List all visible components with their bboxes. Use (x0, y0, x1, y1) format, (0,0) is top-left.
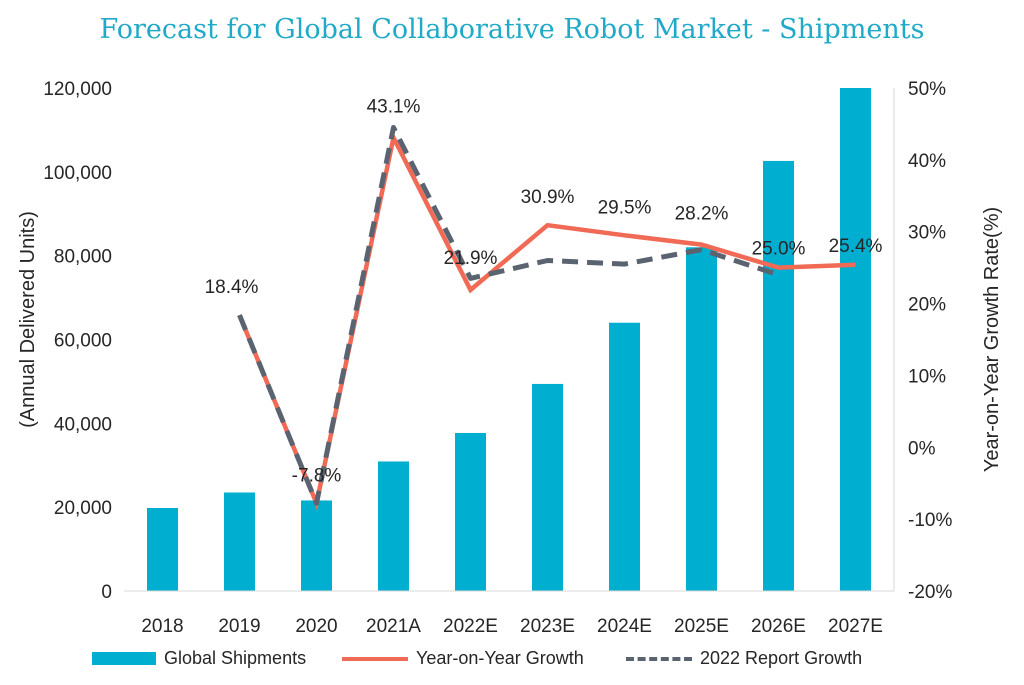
legend: Global Shipments Year-on-Year Growth 202… (0, 648, 1024, 674)
y2-tick-label: 30% (908, 223, 946, 244)
legend-item-global-shipments: Global Shipments (92, 648, 306, 669)
y2-tick-label: 20% (908, 295, 946, 316)
x-tick-label: 2023E (520, 616, 575, 637)
x-tick-label: 2027E (828, 616, 883, 637)
y2-tick-label: 40% (908, 151, 946, 172)
legend-item-2022-report-growth: 2022 Report Growth (626, 648, 862, 669)
x-tick-label: 2019 (218, 616, 260, 637)
bar-2021A (378, 461, 409, 591)
bar-2025E (686, 247, 717, 591)
chart-plot: 0 20,000 40,000 60,000 80,000 100,000 120,000 -… (0, 0, 1024, 685)
y2-tick-label: 50% (908, 79, 946, 100)
y-tick-label: 100,000 (43, 163, 112, 184)
legend-item-yoy-growth: Year-on-Year Growth (342, 648, 584, 669)
y2-tick-label: 0% (908, 438, 936, 459)
y-tick-label: 0 (101, 582, 112, 603)
y-axis-right-title: Year-on-Year Growth Rate(%) (981, 207, 1004, 472)
data-label-yoy: 28.2% (675, 204, 729, 225)
y-axis-left-title: (Annual Delivered Units) (16, 211, 39, 428)
data-label-yoy: -7.8% (292, 465, 342, 486)
y2-tick-label: 10% (908, 366, 946, 387)
data-label-yoy: 25.0% (752, 239, 806, 260)
legend-swatch-line-dashed (626, 657, 692, 661)
y2-tick-label: -10% (908, 510, 952, 531)
x-tick-label: 2021A (366, 616, 421, 637)
legend-swatch-bar (92, 652, 156, 665)
data-label-yoy: 30.9% (521, 187, 575, 208)
y-tick-label: 120,000 (43, 79, 112, 100)
legend-label: Year-on-Year Growth (416, 648, 584, 669)
bar-layer (147, 88, 871, 591)
legend-label: 2022 Report Growth (700, 648, 862, 669)
data-label-yoy: 18.4% (205, 277, 259, 298)
y-tick-label: 20,000 (54, 498, 112, 519)
x-tick-label: 2020 (295, 616, 337, 637)
bar-2024E (609, 323, 640, 591)
x-tick-label: 2025E (674, 616, 729, 637)
data-label-yoy: 43.1% (367, 97, 421, 118)
axes-layer: 0 20,000 40,000 60,000 80,000 100,000 120,000 -… (43, 79, 952, 637)
data-label-yoy: 29.5% (598, 197, 652, 218)
bar-2020 (301, 500, 332, 591)
bar-2019 (224, 492, 255, 591)
x-tick-label: 2018 (141, 616, 183, 637)
y-tick-label: 40,000 (54, 414, 112, 435)
y2-tick-label: -20% (908, 582, 952, 603)
bar-2022E (455, 433, 486, 591)
bar-2026E (763, 161, 794, 591)
bar-2023E (532, 384, 563, 591)
y-tick-label: 60,000 (54, 331, 112, 352)
bar-2018 (147, 508, 178, 591)
legend-swatch-line (342, 657, 408, 661)
x-tick-label: 2026E (751, 616, 806, 637)
y-tick-label: 80,000 (54, 247, 112, 268)
data-label-yoy: 25.4% (829, 236, 883, 257)
legend-label: Global Shipments (164, 648, 306, 669)
x-tick-label: 2022E (443, 616, 498, 637)
bar-2027E (840, 88, 871, 591)
data-label-yoy: 21.9% (444, 248, 498, 269)
x-tick-label: 2024E (597, 616, 652, 637)
